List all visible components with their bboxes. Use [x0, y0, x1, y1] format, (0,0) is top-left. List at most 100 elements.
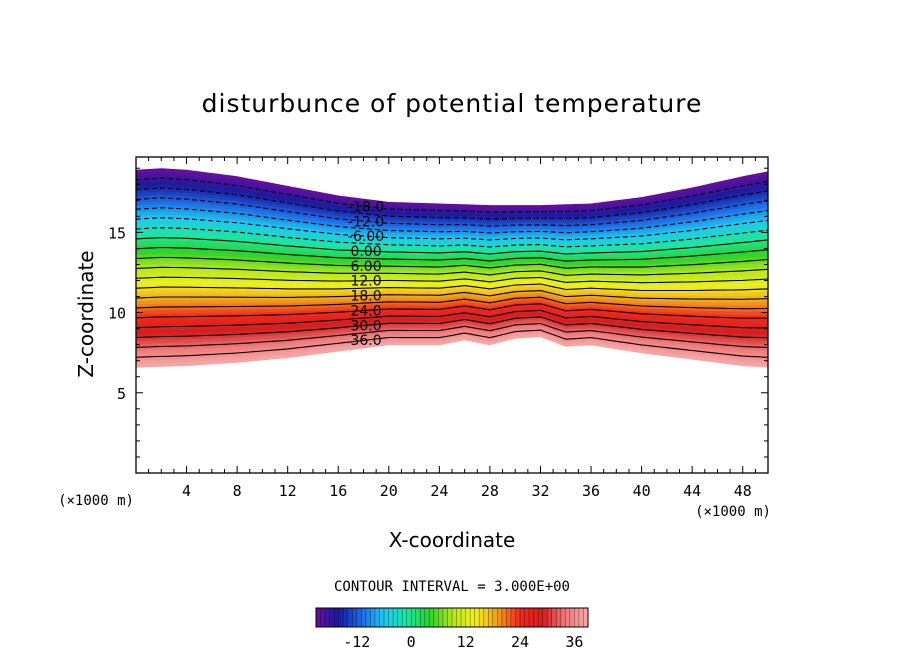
contour-label: 30.0 — [350, 318, 381, 334]
colorbar-cell — [479, 608, 485, 627]
field-band — [136, 332, 768, 365]
contour-line — [136, 283, 768, 292]
colorbar-cell — [565, 608, 571, 627]
field-band — [136, 270, 768, 281]
field-band — [136, 231, 768, 253]
colorbar-cell — [510, 608, 516, 627]
colorbar-cell — [488, 608, 494, 627]
colorbar-tick-label: 24 — [511, 633, 529, 651]
contour-line — [136, 322, 768, 349]
x-unit-left: (×1000 m) — [58, 493, 134, 509]
colorbar-cell — [470, 608, 476, 627]
field-band — [136, 292, 768, 307]
colorbar-cell — [420, 608, 426, 627]
colorbar-cell — [501, 608, 507, 627]
contour-line — [136, 296, 768, 310]
colorbar-cell — [374, 608, 380, 627]
colorbar-tick-label: -12 — [343, 633, 370, 651]
contour-label: 36.0 — [350, 333, 381, 349]
contour-interval-text: CONTOUR INTERVAL = 3.000E+00 — [334, 579, 570, 595]
colorbar-cell — [334, 608, 340, 627]
contour-label: -18.0 — [348, 199, 384, 215]
contour-label: 24.0 — [350, 303, 381, 319]
colorbar-cell — [465, 608, 471, 627]
contour-label: -6.00 — [348, 229, 384, 245]
colorbar-cell — [406, 608, 412, 627]
field-band — [136, 264, 768, 276]
y-tick-label: 15 — [108, 224, 126, 242]
field-band — [136, 290, 768, 303]
contour-label: -12.0 — [348, 214, 384, 230]
field-band — [136, 330, 768, 362]
field-band — [136, 260, 768, 274]
x-tick-label: 44 — [683, 482, 701, 500]
contour-lines — [136, 177, 768, 358]
contour-line — [136, 246, 768, 262]
colorbar: -12 0 12 24 36 — [315, 607, 589, 651]
colorbar-cell — [497, 608, 503, 627]
field-band — [136, 224, 768, 248]
contour-line — [136, 187, 768, 220]
colorbar-cell — [506, 608, 512, 627]
colorbar-cell — [388, 608, 394, 627]
colorbar-cell — [325, 608, 330, 627]
field-band — [136, 207, 768, 236]
field-band — [136, 211, 768, 239]
colorbar-cell — [365, 608, 371, 627]
contour-label: 6.00 — [350, 259, 381, 275]
colorbar-cell — [547, 608, 553, 627]
colorbar-cell — [361, 608, 367, 627]
field-band — [136, 221, 768, 246]
colorbar-cell — [474, 608, 480, 627]
colorbar-cell — [424, 608, 430, 627]
field-band — [136, 250, 768, 267]
contour-line — [136, 276, 768, 284]
colorbar-tick-label: 12 — [457, 633, 475, 651]
x-tick-label: 48 — [734, 482, 752, 500]
contour-line — [136, 316, 768, 339]
colorbar-cell — [515, 608, 521, 627]
x-unit-right: (×1000 m) — [695, 504, 771, 520]
colorbar-cell — [402, 608, 408, 627]
colorbar-cell — [442, 608, 448, 627]
field-band — [136, 174, 768, 213]
colorbar-cell — [397, 608, 403, 627]
colorbar-cell — [569, 608, 575, 627]
contour-label: 12.0 — [350, 274, 381, 290]
colorbar-cell — [529, 608, 534, 627]
x-tick-label: 28 — [481, 482, 499, 500]
colorbar-cell — [329, 608, 335, 627]
colorbar-cell — [356, 608, 362, 627]
contour-line — [136, 329, 768, 358]
field-band — [136, 267, 768, 279]
colorbar-cell — [415, 608, 421, 627]
contour-label: 18.0 — [350, 289, 381, 305]
colorbar-cell — [456, 608, 462, 627]
colorbar-cell — [556, 608, 562, 627]
colorbar-cell — [438, 608, 444, 627]
field-band — [136, 284, 768, 294]
field-band — [136, 194, 768, 227]
colorbar-cell — [583, 608, 589, 627]
field-band — [136, 168, 768, 208]
colorbar-cell — [520, 608, 525, 627]
colorbar-cell — [352, 608, 358, 627]
field-band — [136, 217, 768, 243]
colorbar-cell — [411, 608, 417, 627]
field-band — [136, 171, 768, 211]
colorbar-cell — [393, 608, 398, 627]
x-tick-label: 40 — [633, 482, 651, 500]
colorbar-cell — [574, 608, 580, 627]
field-band — [136, 334, 768, 368]
colorbar-cell — [492, 608, 498, 627]
field-band — [136, 188, 768, 222]
colorbar-cell — [343, 608, 349, 627]
colorbar-cell — [379, 608, 385, 627]
contour-label: 0.00 — [350, 244, 381, 260]
x-tick-label: 12 — [279, 482, 297, 500]
contour-labels: -18.0-12.0-6.000.006.0012.018.024.030.03… — [348, 199, 384, 349]
colorbar-tick-label: 0 — [407, 633, 416, 651]
colorbar-cell — [578, 608, 584, 627]
contour-line — [136, 266, 768, 276]
